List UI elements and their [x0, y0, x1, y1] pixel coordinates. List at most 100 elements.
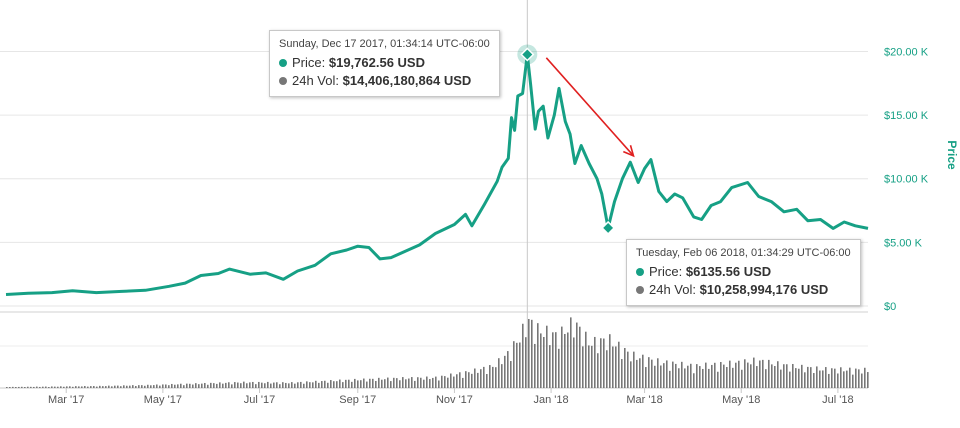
volume-bar: [501, 364, 503, 388]
volume-bar: [153, 385, 155, 388]
volume-bar: [696, 364, 698, 388]
volume-bar: [756, 366, 758, 388]
volume-bar: [561, 326, 563, 388]
volume-bar: [333, 381, 335, 388]
volume-bar: [300, 381, 302, 388]
volume-bar: [837, 373, 839, 388]
volume-bar: [291, 382, 293, 388]
volume-bar: [654, 365, 656, 388]
volume-bar: [228, 382, 230, 388]
volume-bar: [762, 359, 764, 388]
volume-bar: [99, 385, 101, 388]
volume-bar: [702, 368, 704, 388]
volume-bar: [39, 386, 41, 388]
y-tick-label: $0: [884, 301, 896, 313]
volume-bar: [675, 363, 677, 388]
volume-bar: [327, 382, 329, 388]
volume-bar: [483, 366, 485, 388]
volume-bar: [243, 381, 245, 388]
volume-bar: [381, 379, 383, 388]
volume-bar: [840, 367, 842, 388]
volume-bar: [195, 383, 197, 388]
volume-bar: [858, 369, 860, 388]
volume-bar: [846, 370, 848, 388]
volume-bar: [618, 341, 620, 388]
x-tick-label: Jul '17: [244, 394, 275, 406]
volume-bar: [33, 386, 35, 388]
volume-bar: [765, 369, 767, 388]
volume-bar: [399, 380, 401, 388]
volume-bar: [687, 365, 689, 388]
volume-bar: [612, 346, 614, 388]
volume-bar: [801, 364, 803, 388]
volume-bar: [615, 346, 617, 388]
volume-bar: [588, 345, 590, 388]
volume-bar: [711, 364, 713, 388]
volume-bar: [138, 385, 140, 388]
volume-bar: [630, 361, 632, 388]
volume-bar: [678, 368, 680, 388]
tooltip-peak: Sunday, Dec 17 2017, 01:34:14 UTC-06:00 …: [269, 30, 500, 97]
volume-bar: [435, 376, 437, 388]
arrow-head-icon: [623, 145, 635, 158]
volume-bar: [240, 383, 242, 388]
x-tick-label: May '17: [144, 394, 182, 406]
volume-bar: [723, 364, 725, 388]
volume-bar: [222, 383, 224, 388]
volume-bar: [828, 373, 830, 388]
volume-bar: [648, 357, 650, 388]
volume-bar: [579, 326, 581, 388]
volume-bar: [468, 372, 470, 388]
volume-bar: [816, 366, 818, 388]
volume-bar: [141, 385, 143, 388]
volume-bar: [441, 375, 443, 388]
volume-bar: [342, 382, 344, 388]
volume-bar: [486, 374, 488, 388]
volume-bar: [51, 386, 53, 388]
volume-bar: [282, 382, 284, 388]
volume-bar: [303, 383, 305, 388]
volume-bar: [69, 386, 71, 388]
volume-bar: [594, 336, 596, 388]
volume-bar: [288, 383, 290, 388]
x-tick-label: Mar '17: [48, 394, 84, 406]
volume-bar: [405, 379, 407, 388]
volume-bar: [201, 383, 203, 388]
price-series-line[interactable]: [5, 53, 869, 296]
volume-bar: [264, 383, 266, 388]
volume-bar: [126, 385, 128, 388]
volume-bar: [165, 384, 167, 388]
volume-bar: [621, 359, 623, 388]
volume-bar: [831, 368, 833, 388]
tooltip-price-value: $6135.56 USD: [685, 264, 772, 279]
volume-bar: [786, 364, 788, 388]
volume-bar: [318, 382, 320, 388]
volume-bar: [699, 366, 701, 388]
volume-bar: [729, 360, 731, 388]
volume-bar: [414, 380, 416, 388]
volume-bar: [708, 368, 710, 388]
tooltip-volume-label: 24h Vol:: [649, 282, 696, 297]
volume-bar: [576, 322, 578, 388]
volume-bar: [252, 381, 254, 388]
volume-bar: [573, 337, 575, 388]
volume-bar: [444, 376, 446, 388]
volume-bar: [105, 386, 107, 388]
volume-bar: [567, 332, 569, 388]
volume-bar: [639, 358, 641, 388]
tooltip-volume-row: 24h Vol: $14,406,180,864 USD: [279, 72, 490, 90]
volume-bar: [147, 384, 149, 388]
volume-bar: [861, 373, 863, 388]
volume-bar: [777, 361, 779, 388]
volume-bar: [759, 360, 761, 388]
volume-bar: [822, 370, 824, 388]
volume-bar: [459, 372, 461, 388]
volume-bar: [516, 342, 518, 388]
volume-bar: [834, 368, 836, 388]
volume-bar: [645, 367, 647, 388]
volume-bar: [261, 382, 263, 388]
volume-bar: [96, 386, 98, 388]
volume-bar: [465, 371, 467, 388]
volume-bar: [807, 366, 809, 388]
price-dot-icon: [279, 59, 287, 67]
